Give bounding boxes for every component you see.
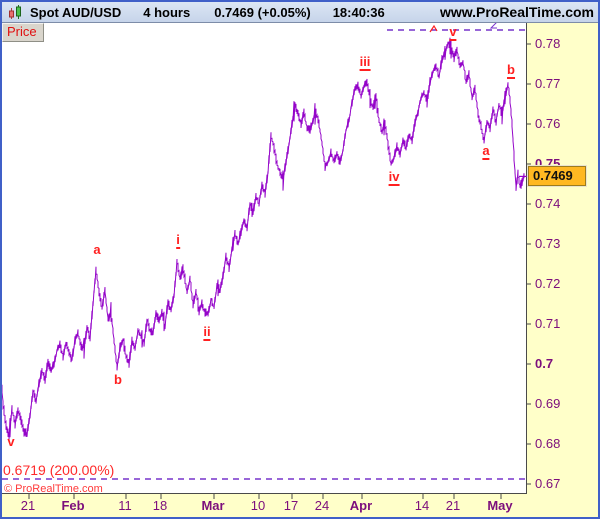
y-axis-label: 0.76 <box>535 116 561 131</box>
wave-label: iv <box>388 169 400 186</box>
x-axis-label: 11 <box>118 498 132 513</box>
wave-label: b <box>507 62 515 79</box>
y-axis-label: 0.73 <box>535 236 561 251</box>
wave-label: v <box>7 434 15 449</box>
y-axis-label: 0.68 <box>535 436 561 451</box>
time-axis: 21 Feb 11 18 Mar 10 17 24 Apr 14 21 May <box>2 494 598 517</box>
wave-label: a <box>482 143 490 160</box>
x-axis-label: 10 <box>250 498 266 513</box>
brand-label: www.ProRealTime.com <box>439 4 594 20</box>
timeframe-label: 4 hours <box>143 4 191 20</box>
price-axis: 0.78 0.77 0.76 0.75 0.74 0.73 0.72 0.71 0.7 0.69 0… <box>527 23 598 517</box>
y-axis-label: 0.78 <box>535 36 561 51</box>
x-axis-label: 18 <box>152 498 168 513</box>
x-axis-label: Mar <box>201 498 225 513</box>
y-axis-label: 0.77 <box>535 76 561 91</box>
x-axis-label: Feb <box>61 498 85 513</box>
x-axis-label: Apr <box>349 498 373 513</box>
candlestick-icon <box>7 4 24 21</box>
instrument-name: Spot AUD/USD <box>30 4 122 20</box>
wave-label: a <box>93 242 101 257</box>
x-axis-label: 21 <box>445 498 461 513</box>
clock-label: 18:40:36 <box>332 4 385 20</box>
fib-level-label: 0.6719 (200.00%) <box>3 462 115 478</box>
wave-label: ii <box>203 324 211 341</box>
y-axis-label: 0.7 <box>535 356 554 371</box>
chart-plot[interactable] <box>2 23 527 494</box>
y-axis-label: 0.67 <box>535 476 561 491</box>
y-axis-label: 0.71 <box>535 316 561 331</box>
current-price-badge: 0.7469 <box>527 165 587 188</box>
y-axis-label: 0.74 <box>535 196 561 211</box>
wave-label: b <box>114 372 122 387</box>
y-axis-label: 0.69 <box>535 396 561 411</box>
wave-label: iii <box>359 54 371 71</box>
y-axis-label: 0.72 <box>535 276 561 291</box>
x-axis-label: 21 <box>20 498 36 513</box>
wave-label: v <box>449 24 457 41</box>
x-axis-label: May <box>487 498 513 513</box>
price-tab[interactable]: Price <box>2 23 44 42</box>
title-bar: Spot AUD/USD 4 hours 0.7469 (+0.05%) 18:… <box>2 2 598 23</box>
x-axis-label: 14 <box>414 498 430 513</box>
wave-label: i <box>176 232 180 249</box>
x-axis-label: 17 <box>283 498 299 513</box>
x-axis-label: 24 <box>314 498 330 513</box>
quote-label: 0.7469 (+0.05%) <box>214 4 311 20</box>
copyright-watermark: © ProRealTime.com <box>4 483 103 495</box>
